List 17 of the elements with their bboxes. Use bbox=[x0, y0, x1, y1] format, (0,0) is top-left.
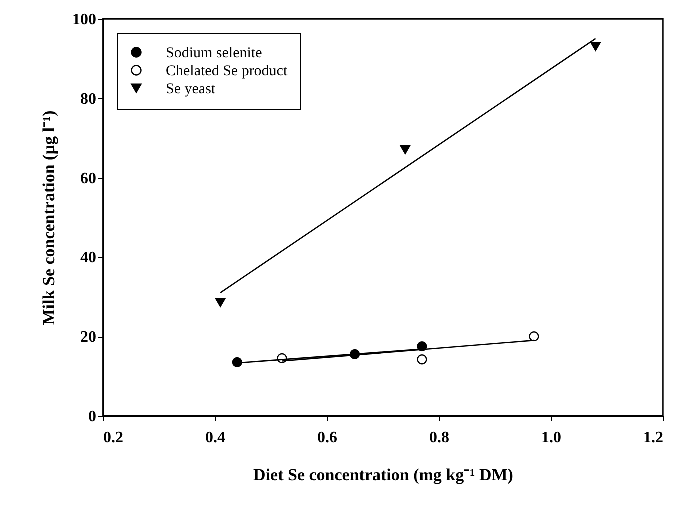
x-tick-label: 0.4 bbox=[206, 430, 226, 446]
y-tick-label: 80 bbox=[80, 90, 96, 108]
x-axis-title: Diet Se concentration (mg kg⁻¹ DM) bbox=[254, 466, 514, 484]
x-tick-label: 0.2 bbox=[104, 430, 124, 446]
x-tick-label: 1.0 bbox=[542, 430, 562, 446]
legend-label: Chelated Se product bbox=[166, 64, 288, 80]
x-tick-label: 1.2 bbox=[644, 430, 664, 446]
x-tick-label: 0.6 bbox=[318, 430, 338, 446]
legend-label: Sodium selenite bbox=[166, 46, 263, 62]
legend-label: Se yeast bbox=[166, 82, 216, 98]
x-tick-label: 0.8 bbox=[430, 430, 450, 446]
y-axis-title: Milk Se concentration (µg l⁻¹) bbox=[40, 110, 58, 326]
y-tick-label: 60 bbox=[80, 170, 96, 188]
y-tick-label: 40 bbox=[80, 250, 96, 267]
y-tick-label: 20 bbox=[80, 329, 96, 346]
y-tick-label: 0 bbox=[88, 408, 96, 426]
y-tick-label: 100 bbox=[72, 12, 96, 28]
